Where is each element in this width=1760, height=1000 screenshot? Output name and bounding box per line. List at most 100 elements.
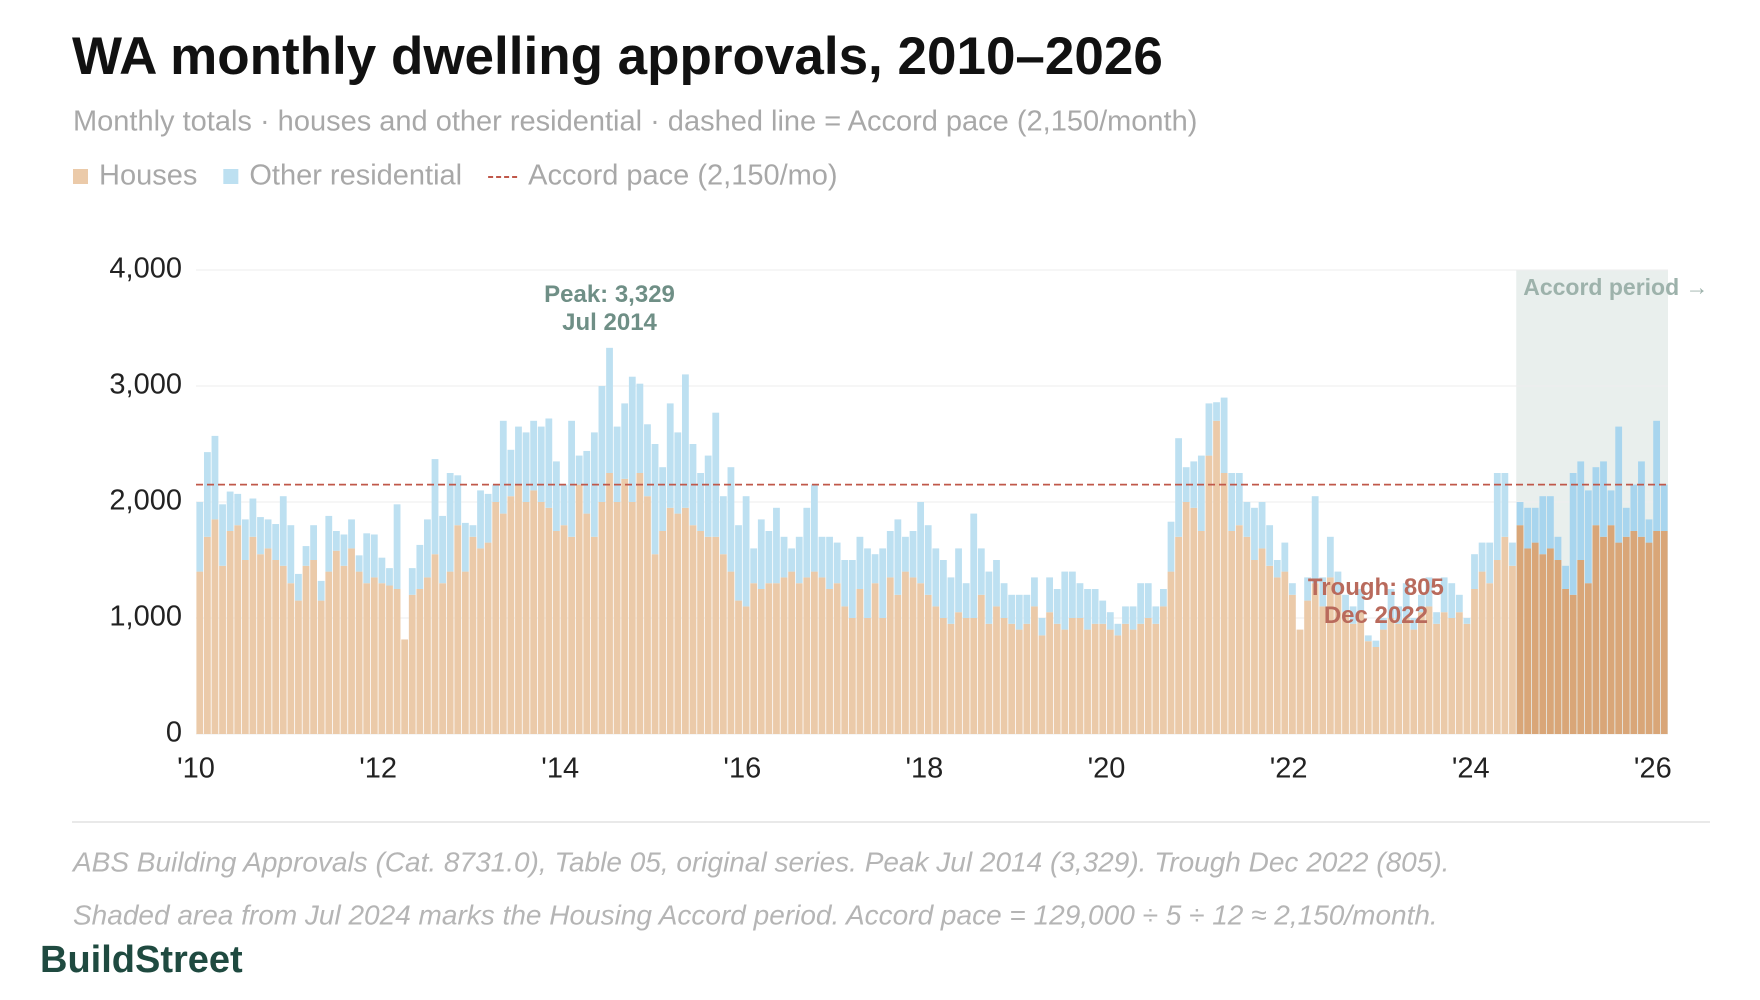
bar-segment: [1167, 521, 1175, 572]
bar-segment: [439, 515, 446, 584]
bar-segment: [1364, 635, 1372, 642]
bar-segment: [1197, 531, 1205, 734]
bar-segment: [765, 583, 773, 734]
bar-segment: [386, 585, 393, 734]
bar-segment: [1349, 606, 1357, 624]
bar-segment: [1000, 618, 1008, 734]
bar-segment: [234, 493, 242, 526]
bar-segment: [1152, 606, 1160, 624]
bar-segment: [1546, 548, 1554, 734]
bar-segment: [674, 432, 682, 514]
bar-segment: [1099, 623, 1107, 734]
bar-segment: [1380, 618, 1387, 630]
bar-segment: [939, 560, 947, 618]
bar-segment: [856, 589, 864, 734]
bar-segment: [257, 554, 264, 734]
bar-segment: [560, 525, 568, 734]
bar-segment: [1046, 612, 1054, 734]
bar-segment: [1562, 565, 1569, 589]
bar-segment: [1129, 606, 1137, 630]
bar-segment: [211, 435, 219, 520]
bar-segment: [1372, 647, 1380, 734]
bar-segment: [826, 536, 833, 589]
bar-segment: [1554, 560, 1562, 734]
bar-segment: [803, 577, 811, 734]
bar-segment: [1023, 594, 1031, 624]
bar-segment: [492, 502, 500, 734]
bar-segment: [515, 426, 522, 485]
legend-label: Houses: [99, 160, 197, 192]
bar-segment: [727, 571, 735, 734]
bar-segment: [1387, 589, 1395, 618]
bar-segment: [1486, 583, 1494, 734]
bar-segment: [325, 571, 333, 734]
bar-segment: [446, 473, 454, 572]
bar-segment: [1182, 502, 1190, 734]
bar-segment: [1213, 420, 1220, 734]
bar-segment: [1114, 635, 1122, 734]
bar-segment: [1326, 536, 1334, 578]
bar-segment: [1038, 635, 1046, 734]
bar-segment: [666, 403, 674, 508]
bar-segment: [1638, 536, 1645, 734]
bar-segment: [393, 589, 401, 734]
bar-segment: [780, 577, 788, 734]
bar-segment: [795, 536, 803, 584]
bar-segment: [1622, 536, 1630, 734]
x-tick-label: '14: [541, 753, 579, 785]
bar-segment: [302, 565, 310, 734]
bar-segment: [1607, 525, 1615, 734]
brand: BuildStreet: [40, 939, 243, 981]
bar-segment: [1243, 536, 1251, 734]
bar-segment: [348, 548, 355, 734]
bar-segment: [985, 571, 993, 624]
bar-segment: [1334, 571, 1342, 595]
bar-segment: [408, 568, 416, 595]
legend-swatch: [223, 169, 239, 184]
bar-segment: [1137, 583, 1145, 624]
bar-segment: [902, 571, 909, 734]
bar-segment: [226, 491, 234, 531]
bar-segment: [788, 571, 796, 734]
bar-segment: [628, 376, 636, 502]
bar-segment: [370, 534, 378, 578]
bar-segment: [1015, 629, 1023, 734]
bar-segment: [636, 383, 644, 473]
bar-segment: [924, 594, 932, 734]
bar-segment: [1122, 623, 1129, 734]
bar-segment: [1106, 612, 1114, 630]
bar-segment: [697, 473, 704, 531]
bar-segment: [818, 536, 826, 578]
bar-segment: [530, 490, 538, 734]
bar-segment: [689, 525, 697, 734]
bar-segment: [666, 507, 674, 734]
bar-segment: [1440, 612, 1448, 734]
bar-segment: [932, 548, 940, 607]
bar-segment: [363, 583, 371, 734]
bar-segment: [826, 589, 833, 734]
bar-segment: [553, 531, 560, 734]
bar-segment: [1357, 589, 1365, 613]
bar-segment: [757, 519, 765, 589]
bar-segment: [226, 531, 234, 734]
bar-segment: [1645, 519, 1653, 543]
bar-segment: [234, 525, 242, 734]
bar-segment: [1160, 589, 1167, 607]
bar-segment: [712, 536, 720, 734]
bar-segment: [355, 571, 363, 734]
x-tick-label: '16: [723, 753, 761, 785]
bar-segment: [682, 507, 689, 734]
bar-segment: [1084, 629, 1091, 734]
bar-segment: [1630, 531, 1638, 734]
bar-segment: [583, 513, 591, 734]
bar-segment: [1501, 536, 1509, 734]
bar-segment: [545, 418, 553, 508]
bar-segment: [484, 542, 492, 734]
bar-segment: [522, 502, 530, 734]
bar-segment: [1053, 623, 1061, 734]
y-tick-label: 4,000: [109, 253, 182, 285]
bar-segment: [332, 531, 340, 551]
bar-segment: [1311, 496, 1319, 584]
bar-segment: [909, 531, 917, 578]
bar-segment: [1213, 402, 1220, 421]
